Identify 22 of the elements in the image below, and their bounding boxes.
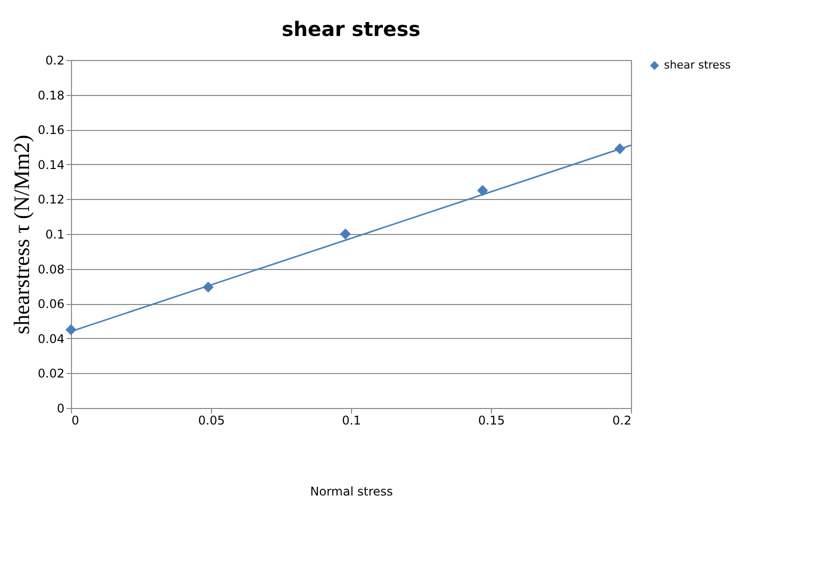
x-tick-label: 0.1 [342,414,362,428]
y-tick-label: 0.06 [38,297,64,312]
x-tick-label: 0.15 [478,414,505,428]
y-tick-label: 0.1 [45,228,64,242]
y-tick-label: 0 [56,402,64,416]
y-tick-label: 0.04 [38,332,64,346]
chart-title: shear stress [282,17,420,41]
y-tick-label: 0.08 [38,262,64,276]
x-tick-label: 0 [72,414,80,428]
y-tick-label: 0.2 [45,54,64,68]
point [340,228,351,240]
y-tick-label: 0.12 [38,192,64,207]
y-tick-label: 0.02 [38,366,64,381]
y-tick-label: 0.14 [38,158,64,172]
legend-label: shear stress [664,58,732,72]
point [477,185,488,196]
y-tick-label: 0.16 [38,123,64,138]
x-tick-label: 0.2 [612,414,632,428]
y-tick-label: 0.18 [38,88,64,102]
x-tick-label: 0.05 [198,414,225,428]
y-axis-title: shearstress τ (N/Mm2) [8,134,34,334]
x-axis-title: Normal stress [310,484,393,498]
